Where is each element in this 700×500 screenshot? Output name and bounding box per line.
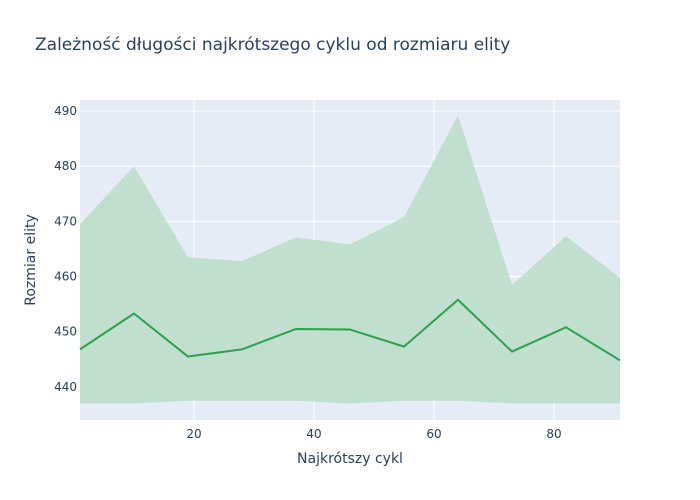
- y-tick-label: 450: [54, 325, 77, 339]
- band-layer: [80, 115, 620, 404]
- x-tick-label: 60: [426, 427, 441, 441]
- y-tick-label: 460: [54, 270, 77, 284]
- x-axis-title: Najkrótszy cykl: [297, 451, 403, 467]
- y-tick-labels: 440 450 460 470 480 490: [54, 104, 77, 394]
- x-tick-label: 40: [306, 427, 321, 441]
- line-layer: [79, 298, 621, 362]
- y-tick-label: 440: [54, 380, 77, 394]
- y-tick-label: 470: [54, 214, 77, 228]
- x-tick-label: 20: [186, 427, 201, 441]
- range-band: [80, 115, 620, 404]
- mean-line: [79, 298, 621, 362]
- y-tick-label: 480: [54, 159, 77, 173]
- y-tick-label: 490: [54, 104, 77, 118]
- x-tick-labels: 20 40 60 80: [186, 427, 561, 441]
- chart-title: Zależność długości najkrótszego cyklu od…: [35, 35, 510, 55]
- x-tick-label: 80: [546, 427, 561, 441]
- y-axis-title: Rozmiar elity: [23, 214, 39, 306]
